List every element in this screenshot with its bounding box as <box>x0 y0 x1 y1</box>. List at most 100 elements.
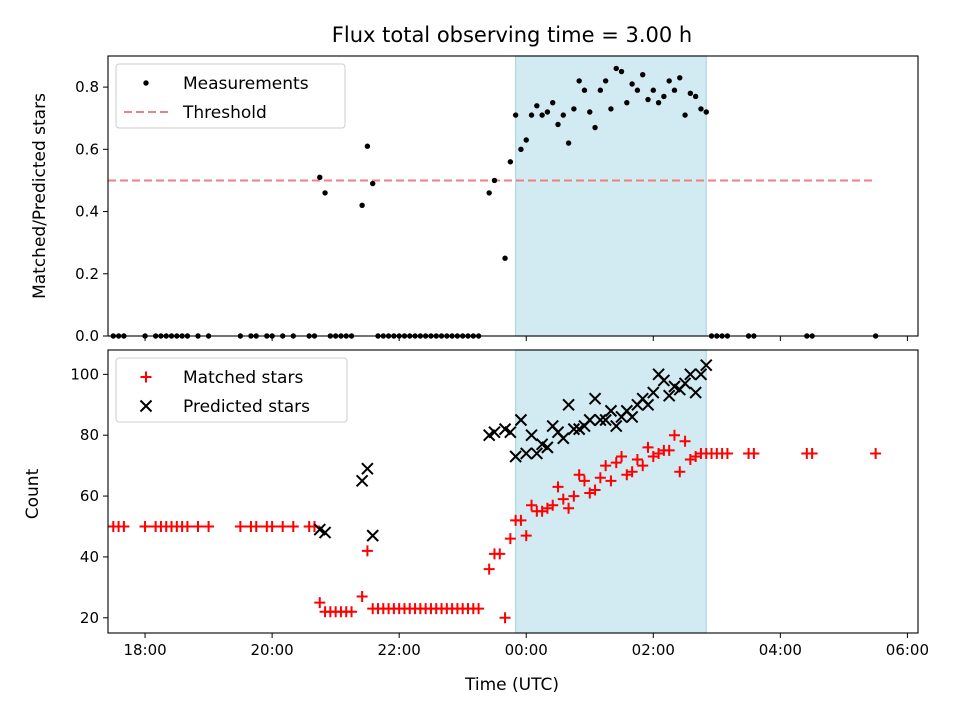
x-tick-label: 06:00 <box>886 641 929 659</box>
matched-star-point <box>499 612 511 624</box>
matched-star-point <box>287 520 299 532</box>
top-panel: 0.0 0.2 0.4 0.6 0.8 Measurements Threshold <box>75 55 919 345</box>
measurement-point <box>550 99 556 106</box>
predicted-star-point <box>594 413 607 427</box>
matched-star-point <box>557 493 569 505</box>
matched-star-point <box>547 499 559 511</box>
measurement-point <box>671 87 678 93</box>
x-tick-label: 18:00 <box>123 641 166 659</box>
matched-star-point <box>578 475 590 487</box>
measurement-point <box>565 140 572 146</box>
x-tick-label: 00:00 <box>505 641 548 659</box>
matched-star-point <box>605 475 617 487</box>
matched-star-point <box>616 451 628 463</box>
matched-star-point <box>568 490 580 502</box>
matched-star-point <box>748 447 760 459</box>
predicted-star-point <box>599 413 612 427</box>
measurement-point <box>528 112 535 118</box>
measurement-point <box>650 87 656 93</box>
x-tick-label: 02:00 <box>632 641 675 659</box>
matched-star-point <box>594 472 606 484</box>
x-tick-label: 04:00 <box>759 641 802 659</box>
measurement-point <box>539 112 545 118</box>
matched-star-point <box>674 466 686 478</box>
chart-title: Flux total observing time = 3.00 h <box>332 23 692 47</box>
matched-star-point <box>573 469 585 481</box>
y-tick-label: 80 <box>80 426 99 444</box>
measurement-point <box>507 159 514 165</box>
legend-matched-marker <box>140 371 152 383</box>
matched-star-point <box>721 447 733 459</box>
x-axis-label: Time (UTC) <box>464 675 559 695</box>
bottom-panel: 18:00 20:00 22:00 00:00 02:00 04:00 06:00 20 40 6… <box>70 349 929 659</box>
x-tick-label: 22:00 <box>378 641 421 659</box>
measurement-point <box>666 78 672 84</box>
matched-star-point <box>806 447 818 459</box>
legend-box <box>115 63 346 129</box>
measurement-point <box>502 255 508 261</box>
predicted-star-point <box>488 425 501 439</box>
measurement-point <box>703 109 709 115</box>
measurement-point <box>317 174 323 181</box>
measurement-point <box>571 106 577 112</box>
measurement-point <box>322 190 328 196</box>
matched-star-point <box>610 457 622 469</box>
measurement-point <box>512 112 519 118</box>
matched-star-point <box>473 603 485 615</box>
y-tick-label: 0.4 <box>75 203 99 221</box>
y-tick-label: 0.0 <box>75 327 99 345</box>
predicted-star-point <box>678 377 692 390</box>
matched-star-point <box>361 545 373 557</box>
matched-star-point <box>139 520 151 532</box>
matched-star-point <box>515 514 527 526</box>
legend-label: Matched stars <box>183 368 303 388</box>
measurement-point <box>364 143 371 149</box>
predicted-star-point <box>610 419 623 433</box>
matched-star-point <box>356 590 368 602</box>
measurement-point <box>592 124 598 131</box>
matched-star-point <box>234 520 246 532</box>
predicted-star-point <box>700 359 713 372</box>
matched-star-point <box>250 520 262 532</box>
measurement-point <box>682 112 688 118</box>
matched-star-point <box>266 520 278 532</box>
measurement-point <box>560 112 566 118</box>
measurement-point <box>613 65 619 72</box>
measurement-point <box>523 137 529 143</box>
legend-predicted-marker <box>139 399 153 413</box>
measurement-point <box>687 90 694 97</box>
predicted-star-point <box>694 368 708 381</box>
measurement-point <box>698 106 704 112</box>
predicted-star-point <box>662 389 676 402</box>
axes-frame <box>107 349 919 634</box>
predicted-star-point <box>504 425 517 439</box>
y-tick-label: 0.6 <box>75 140 99 158</box>
matched-star-point <box>870 447 882 459</box>
legend-measurements-marker <box>143 80 149 86</box>
y-tick-label: 20 <box>80 609 99 627</box>
predicted-star-point <box>647 386 660 399</box>
legend: Measurements Threshold <box>115 63 346 129</box>
predicted-star-point <box>541 441 554 454</box>
measurement-point <box>486 190 492 196</box>
matched-star-point <box>663 444 675 456</box>
measurement-point <box>645 96 651 103</box>
predicted-star-point <box>366 529 379 542</box>
matched-star-point <box>563 502 575 514</box>
measurement-point <box>661 93 667 100</box>
top-y-axis-label: Matched/Predicted stars <box>30 93 50 299</box>
measurement-point <box>544 109 551 115</box>
legend-label: Predicted stars <box>183 397 310 417</box>
matched-star-point <box>679 435 691 447</box>
matched-star-point <box>483 563 495 575</box>
matched-star-point <box>526 499 538 511</box>
measurement-point <box>640 71 646 78</box>
legend-label: Measurements <box>183 74 309 94</box>
measurement-point <box>692 93 699 100</box>
measurement-point <box>608 106 614 112</box>
predicted-star-point <box>684 368 697 381</box>
matched-star-point <box>118 520 130 532</box>
predicted-star-point <box>583 413 596 427</box>
measurement-point <box>602 78 609 84</box>
